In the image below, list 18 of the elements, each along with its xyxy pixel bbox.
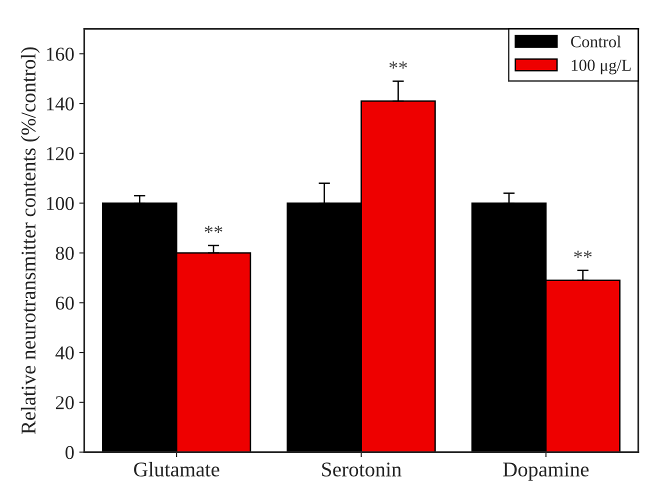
legend-label: 100 μg/L — [572, 60, 631, 74]
y-tick-label: 100 — [47, 196, 74, 210]
y-tick-label: 60 — [56, 296, 74, 310]
y-tick-label: 120 — [47, 147, 74, 160]
x-tick-label: Serotonin — [322, 462, 402, 477]
x-tick-label: Glutamate — [134, 462, 220, 477]
annotation: ** — [389, 61, 407, 69]
annotation: ** — [204, 226, 222, 233]
legend-label: Control — [571, 36, 621, 48]
y-tick-label: 140 — [47, 97, 74, 110]
y-axis-title: Relative neurotransmitter contents (%/control) — [20, 47, 40, 434]
y-tick-label: 0 — [66, 446, 74, 460]
y-tick-label: 20 — [56, 396, 74, 410]
y-tick-label: 80 — [56, 246, 74, 260]
y-tick-label: 40 — [55, 346, 74, 360]
x-tick-label: Dopamine — [503, 462, 589, 481]
y-tick-label: 160 — [47, 48, 74, 61]
annotation: ** — [574, 250, 592, 258]
